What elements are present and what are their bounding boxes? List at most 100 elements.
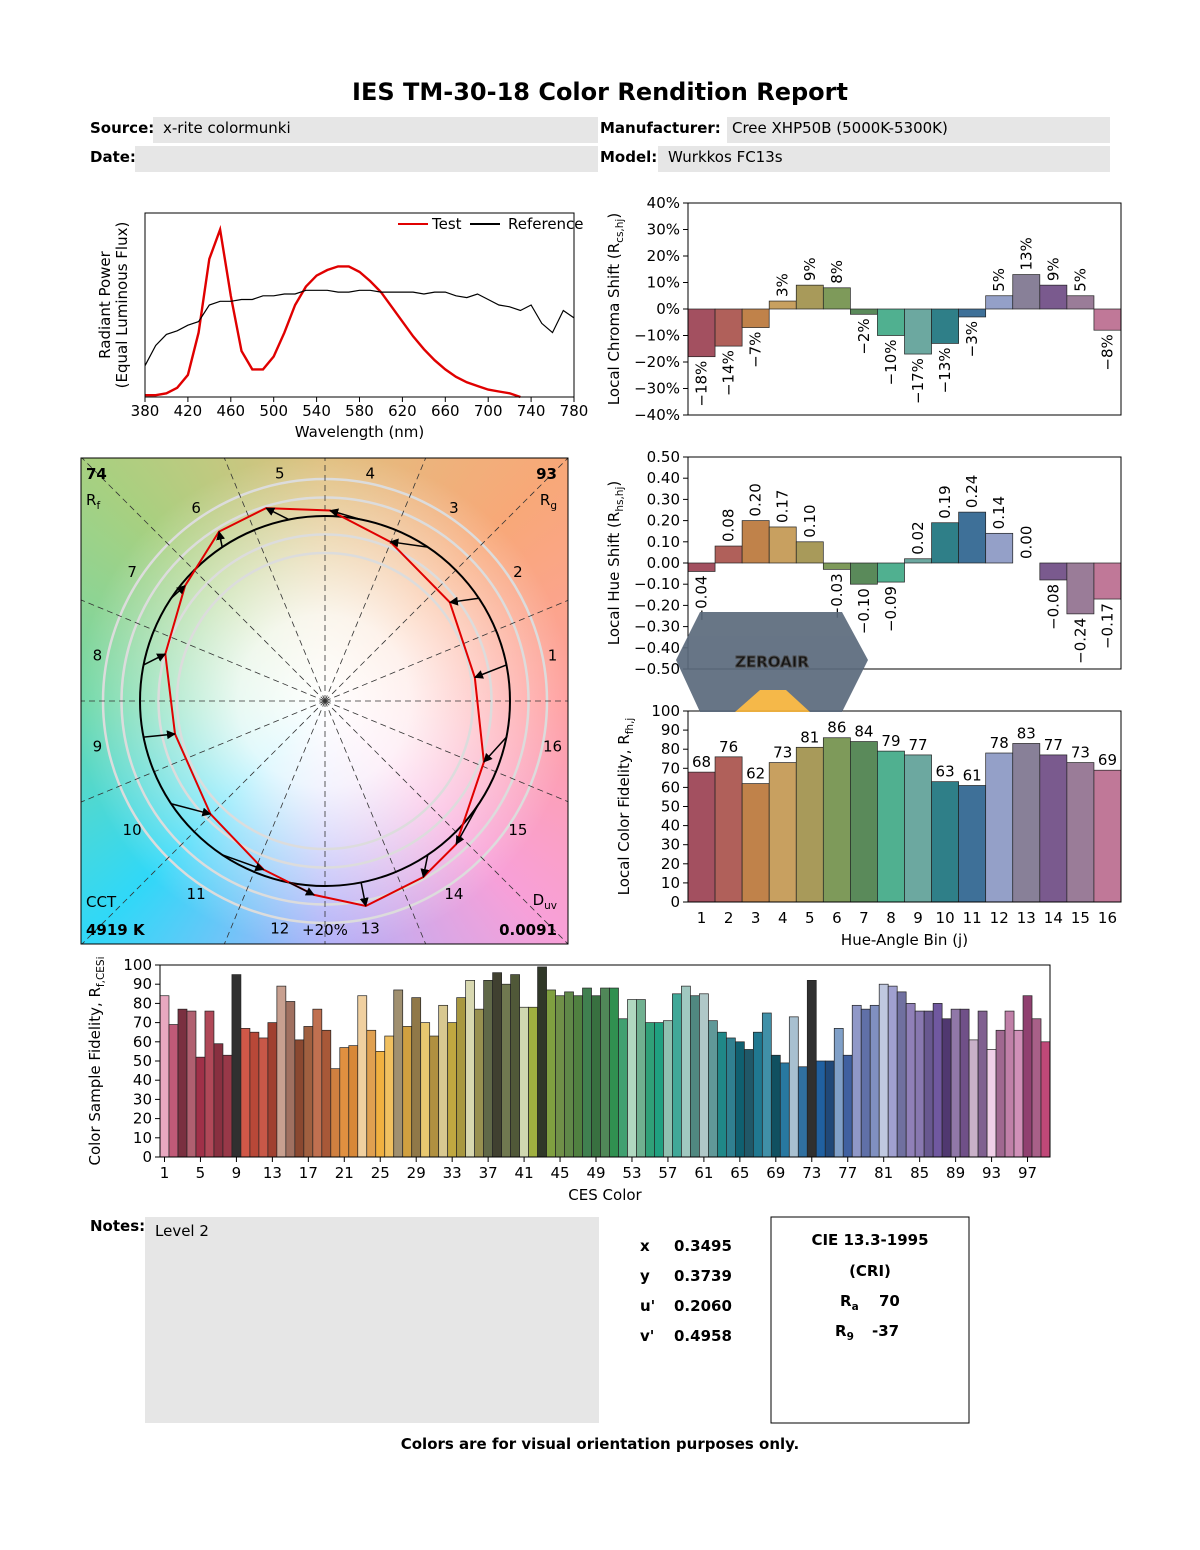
x-tick-label: 77	[838, 1164, 857, 1182]
notes-text: Level 2	[155, 1222, 209, 1240]
date-label: Date:	[90, 148, 136, 166]
x-tick-label: 380	[131, 402, 160, 420]
y-axis-label: Local Color Fidelity, Rfh,j	[615, 718, 636, 896]
plot-frame	[687, 710, 1122, 903]
x-tick-label: 33	[443, 1164, 462, 1182]
bar	[519, 1006, 529, 1158]
value-label: 0.19	[936, 485, 954, 518]
vector-frame	[80, 457, 569, 945]
chromaticity-value: 0.2060	[674, 1297, 732, 1315]
value-label: −0.10	[855, 588, 873, 634]
watermark: ZEROAIR	[676, 612, 868, 712]
source-label: Source:	[90, 119, 154, 137]
y-tick-label: 60	[133, 1033, 152, 1051]
bin-boundary	[324, 700, 568, 944]
bar	[904, 558, 932, 564]
x-tick-label: 10	[936, 909, 955, 927]
value-label: 78	[990, 734, 1009, 752]
x-tick-label: 11	[963, 909, 982, 927]
y-axis-label-part: )	[605, 213, 623, 219]
y-axis-label-part: hs,hj	[614, 487, 626, 512]
bar	[743, 1049, 754, 1158]
rf-symbol-part: f	[96, 500, 100, 512]
y-axis-label-part: f,CESi	[95, 956, 107, 987]
bar	[931, 781, 959, 903]
bar	[465, 980, 475, 1158]
bar	[958, 308, 987, 318]
bar	[985, 295, 1014, 310]
value-label: −0.24	[1071, 618, 1089, 664]
cri-title: CIE 13.3-1995	[811, 1231, 928, 1249]
scale-label: +20%	[302, 921, 348, 939]
bar	[411, 997, 422, 1158]
r9-symbol-part: R	[835, 1322, 847, 1340]
bin-boundary	[81, 599, 326, 702]
bar	[687, 562, 716, 572]
bar	[896, 991, 907, 1158]
rf-symbol-part: R	[86, 491, 96, 509]
bar	[357, 995, 368, 1158]
bar	[663, 1020, 673, 1158]
value-label: 61	[963, 766, 982, 784]
bar	[285, 1001, 296, 1158]
bar	[714, 756, 743, 903]
duv-symbol-part: uv	[544, 900, 557, 912]
x-tick-label: 73	[802, 1164, 821, 1182]
shift-arrow	[359, 882, 369, 907]
y-axis-label-part: fh,j	[624, 718, 636, 735]
bar	[995, 1029, 1006, 1158]
y-tick-label: −20%	[634, 353, 680, 371]
value-label: −0.09	[882, 586, 900, 632]
y-tick-label: 80	[133, 994, 152, 1012]
y-tick-label: −40%	[634, 406, 680, 424]
r9-symbol: R9	[835, 1322, 854, 1343]
value-label: 9%	[801, 257, 819, 281]
y-tick-label: 80	[661, 740, 680, 758]
bar	[303, 1026, 314, 1158]
bar	[330, 1068, 341, 1158]
value-label: 0.00	[1017, 526, 1035, 559]
bar	[687, 771, 716, 903]
x-tick-label: 97	[1018, 1164, 1037, 1182]
value-label: 0.14	[990, 496, 1008, 529]
bar	[822, 287, 851, 310]
bar	[850, 741, 878, 903]
bar	[741, 520, 770, 564]
x-tick-label: 660	[431, 402, 460, 420]
y-tick-label: 10	[133, 1129, 152, 1147]
x-tick-label: 37	[479, 1164, 498, 1182]
bar	[687, 308, 716, 358]
x-tick-label: 500	[259, 402, 288, 420]
x-tick-label: 29	[407, 1164, 426, 1182]
bar	[204, 1010, 215, 1158]
y-tick-label: 10	[661, 874, 680, 892]
y-tick-label: 0.30	[647, 490, 680, 508]
bar	[573, 995, 583, 1158]
y-tick-label: −0.40	[634, 639, 680, 657]
bar	[348, 1045, 359, 1158]
bar	[795, 284, 824, 310]
x-tick-label: 21	[335, 1164, 354, 1182]
bar	[213, 1043, 224, 1158]
bar	[842, 1054, 853, 1158]
bar	[276, 985, 287, 1158]
bar	[968, 1039, 979, 1158]
y-tick-label: 50	[133, 1052, 152, 1070]
value-label: 9%	[1044, 257, 1062, 281]
bar	[231, 974, 242, 1158]
bar	[582, 987, 592, 1158]
value-label: −0.04	[693, 575, 711, 621]
bar	[222, 1054, 233, 1158]
y-tick-label: 90	[133, 975, 152, 993]
bin-label: 14	[444, 885, 463, 903]
value-label: −0.08	[1044, 584, 1062, 630]
bin-label: 7	[127, 563, 137, 581]
bar	[564, 991, 574, 1158]
y-tick-label: 100	[123, 956, 152, 974]
bar	[941, 1018, 952, 1158]
bar	[932, 1003, 943, 1158]
duv-symbol-part: D	[533, 891, 545, 909]
y-tick-label: 100	[651, 702, 680, 720]
bar	[714, 308, 743, 347]
bar	[833, 1028, 844, 1158]
